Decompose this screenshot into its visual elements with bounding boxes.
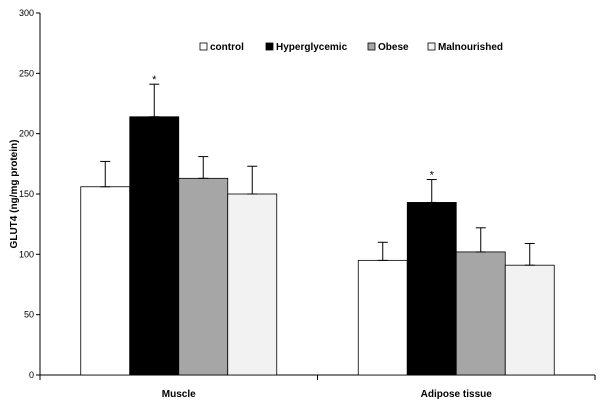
legend-label-obese: Obese bbox=[378, 42, 409, 53]
bar-hyperglycemic-0 bbox=[129, 116, 180, 376]
significance-marker-1: * bbox=[430, 170, 435, 182]
bar-obese-1 bbox=[455, 251, 506, 376]
legend-swatch-obese bbox=[367, 42, 376, 51]
bar-obese-0 bbox=[178, 177, 229, 376]
bar-control-0 bbox=[80, 186, 131, 376]
legend-label-hyperglycemic: Hyperglycemic bbox=[276, 42, 348, 53]
y-tick-label-50: 50 bbox=[24, 310, 34, 320]
legend-label-malnourished: Malnourished bbox=[438, 42, 503, 53]
category-label-1: Adipose tissue bbox=[421, 389, 493, 400]
bar-control-1 bbox=[357, 259, 408, 376]
y-tick-label-100: 100 bbox=[19, 249, 34, 259]
y-tick-label-300: 300 bbox=[19, 8, 34, 18]
y-tick-label-0: 0 bbox=[29, 370, 34, 380]
legend-swatch-hyperglycemic bbox=[265, 42, 274, 51]
bar-malnourished-1 bbox=[504, 264, 555, 376]
bar-hyperglycemic-1 bbox=[406, 202, 457, 376]
y-tick-label-250: 250 bbox=[19, 68, 34, 78]
significance-marker-0: * bbox=[152, 74, 157, 86]
y-tick-label-200: 200 bbox=[19, 129, 34, 139]
category-label-0: Muscle bbox=[162, 389, 196, 400]
legend-swatch-control bbox=[199, 42, 208, 51]
legend-label-control: control bbox=[210, 42, 244, 53]
y-axis-label: GLUT4 (ng/mg protein) bbox=[9, 140, 20, 249]
legend-swatch-malnourished bbox=[427, 42, 436, 51]
bar-malnourished-0 bbox=[227, 193, 278, 376]
y-tick-label-150: 150 bbox=[19, 189, 34, 199]
